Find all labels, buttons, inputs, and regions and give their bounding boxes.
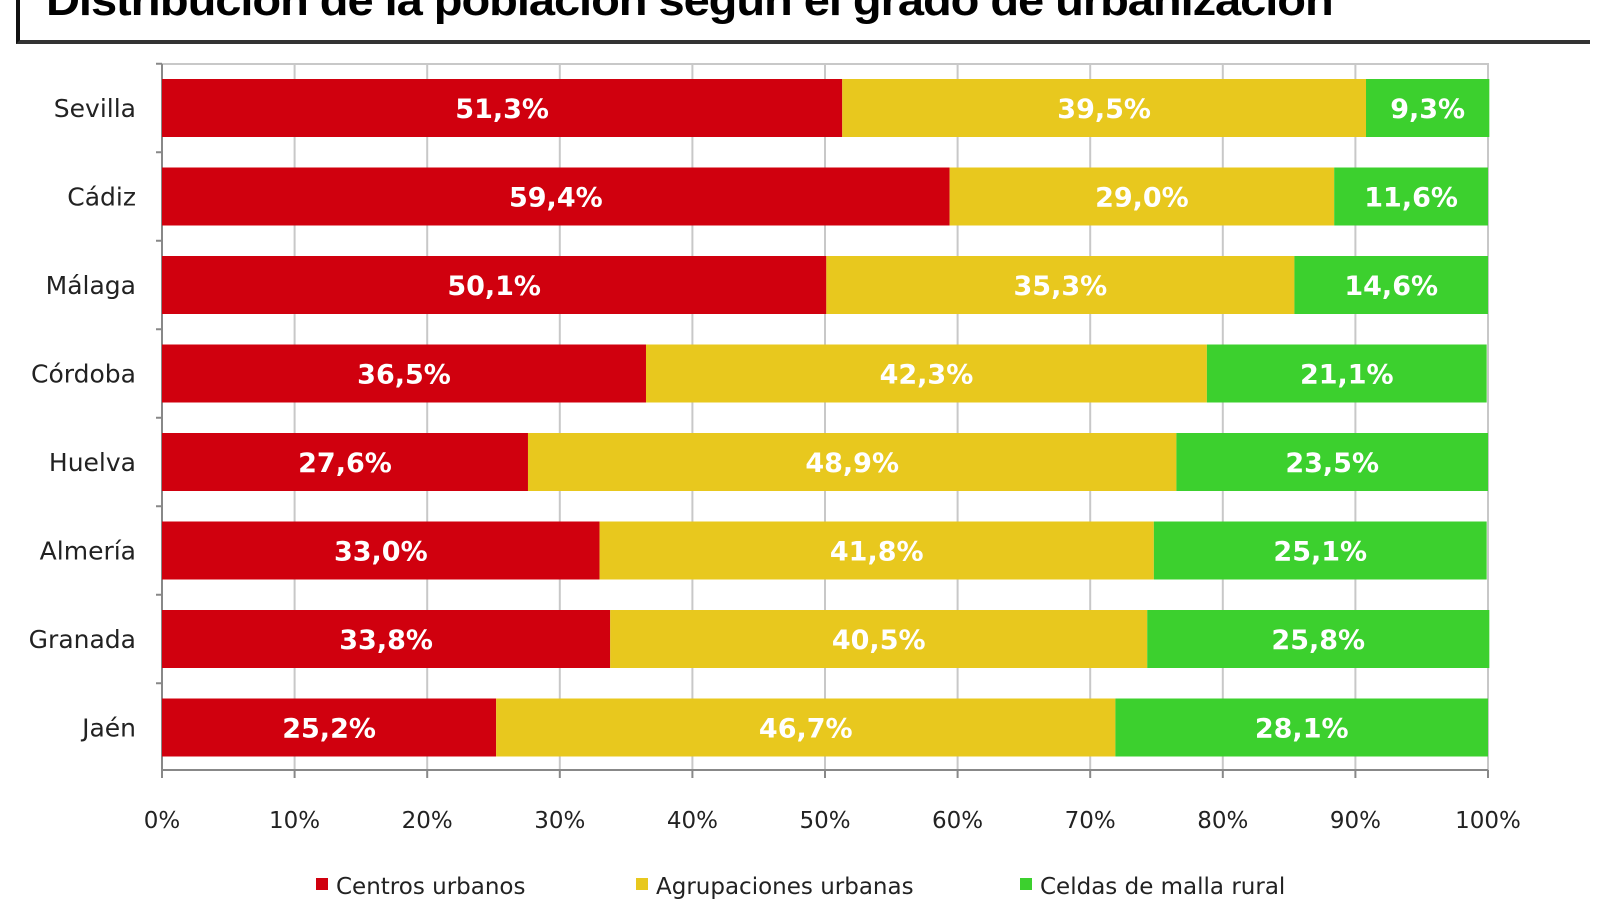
x-tick-label: 80% (1197, 808, 1248, 834)
legend-label: Centros urbanos (336, 874, 525, 900)
bar-segment (1147, 610, 1490, 668)
bar-segment (610, 610, 1148, 668)
category-label: Cádiz (67, 183, 136, 212)
data-label: 59,4% (509, 183, 603, 214)
bar-segment (162, 167, 950, 226)
bar-segment (842, 79, 1367, 137)
data-label: 21,1% (1300, 360, 1394, 391)
bar-segment (599, 521, 1154, 580)
data-label: 33,0% (334, 537, 428, 568)
bar-segment (162, 433, 528, 491)
bar-segment (162, 521, 600, 580)
x-tick-label: 50% (799, 808, 850, 834)
bar-segment (162, 344, 646, 403)
bar-segment (949, 167, 1335, 226)
bar-segment (162, 698, 497, 757)
category-label: Córdoba (31, 360, 136, 389)
category-label: Granada (29, 625, 136, 654)
bar-segment (162, 79, 843, 137)
data-label: 28,1% (1255, 714, 1349, 745)
data-label: 42,3% (880, 360, 974, 391)
data-label: 25,8% (1271, 625, 1365, 656)
data-label: 39,5% (1057, 94, 1151, 125)
x-tick-label: 20% (402, 808, 453, 834)
x-tick-label: 90% (1330, 808, 1381, 834)
data-label: 9,3% (1390, 94, 1465, 125)
data-label: 50,1% (447, 271, 541, 302)
legend-swatch (316, 878, 328, 890)
data-label: 41,8% (830, 537, 924, 568)
data-label: 36,5% (357, 360, 451, 391)
data-label: 23,5% (1285, 448, 1379, 479)
bar-segment (496, 698, 1116, 757)
category-label: Málaga (46, 271, 136, 300)
bar-segment (527, 433, 1177, 491)
data-label: 25,2% (282, 714, 376, 745)
bar-segment (1115, 698, 1488, 757)
bar-segment (1176, 433, 1488, 491)
data-label: 51,3% (455, 94, 549, 125)
bar-segment (826, 256, 1295, 314)
data-label: 48,9% (805, 448, 899, 479)
category-label: Sevilla (54, 94, 136, 123)
category-label: Almería (40, 537, 136, 566)
legend-label: Agrupaciones urbanas (656, 874, 914, 900)
data-label: 29,0% (1095, 183, 1189, 214)
legend-label: Celdas de malla rural (1040, 874, 1285, 900)
bar-segment (1206, 344, 1487, 403)
title-frame (16, 0, 1590, 44)
bar-segment (1366, 79, 1490, 137)
bar-segment (1153, 521, 1487, 580)
x-tick-label: 60% (932, 808, 983, 834)
data-label: 40,5% (832, 625, 926, 656)
bar-segment (645, 344, 1207, 403)
x-tick-label: 40% (667, 808, 718, 834)
bar-segment (1334, 167, 1488, 226)
bar-segment (1294, 256, 1488, 314)
category-label: Jaén (80, 714, 136, 743)
bar-segment (162, 256, 827, 314)
category-label: Huelva (49, 448, 136, 477)
data-label: 35,3% (1014, 271, 1108, 302)
x-tick-label: 100% (1455, 808, 1521, 834)
x-tick-label: 10% (269, 808, 320, 834)
x-tick-label: 30% (534, 808, 585, 834)
legend-swatch (1020, 878, 1032, 890)
legend-swatch (636, 878, 648, 890)
data-label: 14,6% (1344, 271, 1438, 302)
data-label: 33,8% (339, 625, 433, 656)
chart-title: Distribución de la población según el gr… (46, 0, 1334, 25)
data-label: 46,7% (759, 714, 853, 745)
data-label: 11,6% (1364, 183, 1458, 214)
x-tick-label: 70% (1065, 808, 1116, 834)
data-label: 25,1% (1273, 537, 1367, 568)
data-label: 27,6% (298, 448, 392, 479)
x-tick-label: 0% (144, 808, 181, 834)
bar-segment (162, 610, 611, 668)
